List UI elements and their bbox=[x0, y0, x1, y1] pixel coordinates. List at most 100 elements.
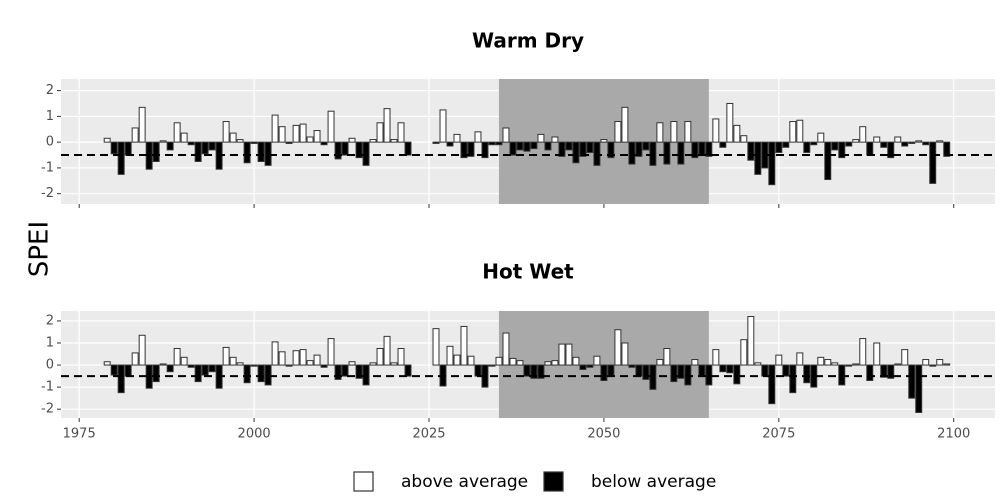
bar bbox=[670, 364, 678, 383]
legend-label: above average bbox=[401, 472, 528, 492]
bar bbox=[117, 364, 125, 394]
bar bbox=[579, 141, 587, 157]
bar bbox=[299, 123, 307, 143]
bar bbox=[313, 130, 321, 143]
bar bbox=[264, 364, 272, 386]
bar bbox=[747, 316, 755, 366]
bar bbox=[775, 141, 783, 153]
bar bbox=[523, 141, 531, 152]
bar bbox=[901, 141, 909, 147]
bar bbox=[488, 141, 496, 146]
bar bbox=[733, 124, 741, 143]
bar bbox=[551, 360, 559, 366]
bar bbox=[348, 361, 356, 366]
bar bbox=[544, 361, 552, 366]
bar bbox=[782, 141, 790, 148]
bar bbox=[201, 141, 209, 155]
bar bbox=[173, 122, 181, 143]
bar bbox=[103, 137, 111, 143]
bar bbox=[719, 364, 727, 373]
y-tick-label: 2 bbox=[46, 313, 54, 328]
x-tick-label: 2100 bbox=[937, 427, 970, 442]
bar bbox=[208, 364, 216, 373]
bar bbox=[719, 141, 727, 148]
bar bbox=[803, 141, 811, 153]
bar bbox=[180, 132, 188, 143]
bar bbox=[908, 141, 916, 144]
bar bbox=[509, 141, 517, 156]
bar bbox=[649, 141, 657, 166]
bar bbox=[117, 141, 125, 175]
bar bbox=[691, 359, 699, 366]
bar bbox=[929, 141, 937, 184]
bar bbox=[614, 329, 622, 366]
bar bbox=[824, 141, 832, 181]
bar bbox=[761, 364, 769, 377]
bar bbox=[894, 363, 902, 366]
bar bbox=[369, 362, 377, 366]
bar bbox=[943, 141, 951, 157]
y-tick-label: 1 bbox=[46, 109, 54, 124]
bar bbox=[124, 364, 132, 377]
bar bbox=[670, 121, 678, 143]
bar bbox=[145, 364, 153, 389]
bar bbox=[243, 141, 251, 164]
bar bbox=[600, 364, 608, 381]
bar bbox=[502, 127, 510, 143]
bar bbox=[285, 364, 293, 367]
bar bbox=[817, 132, 825, 143]
bar bbox=[131, 352, 139, 366]
bar bbox=[593, 141, 601, 166]
bar bbox=[327, 110, 335, 143]
y-axis-label: SPEI bbox=[25, 221, 55, 277]
bar bbox=[880, 364, 888, 378]
bar bbox=[768, 364, 776, 405]
bar bbox=[663, 141, 671, 165]
bar bbox=[376, 348, 384, 366]
bar bbox=[579, 364, 587, 370]
bar bbox=[145, 141, 153, 170]
bar bbox=[691, 141, 699, 159]
bar bbox=[390, 139, 398, 143]
bar bbox=[194, 364, 202, 383]
bar bbox=[474, 131, 482, 143]
bar bbox=[600, 139, 608, 143]
bar bbox=[754, 141, 762, 175]
bar bbox=[467, 141, 475, 157]
bar bbox=[824, 359, 832, 366]
bar bbox=[817, 356, 825, 366]
bar bbox=[684, 121, 692, 143]
bar bbox=[565, 141, 573, 151]
bar bbox=[586, 141, 594, 153]
bar bbox=[537, 133, 545, 143]
bar bbox=[390, 362, 398, 366]
bar bbox=[838, 364, 846, 386]
bar bbox=[901, 349, 909, 366]
bar bbox=[642, 364, 650, 380]
bar bbox=[663, 348, 671, 366]
bar bbox=[733, 364, 741, 385]
bar bbox=[264, 141, 272, 166]
bar bbox=[495, 356, 503, 366]
bar bbox=[796, 119, 804, 143]
bar bbox=[628, 364, 636, 368]
bar bbox=[866, 141, 874, 156]
bar bbox=[243, 364, 251, 384]
legend-swatch bbox=[543, 471, 564, 492]
bar bbox=[103, 361, 111, 366]
bar bbox=[124, 141, 132, 156]
legend-label: below average bbox=[591, 472, 716, 492]
bar bbox=[740, 339, 748, 366]
panel-title: Warm Dry bbox=[472, 29, 584, 53]
bar bbox=[873, 342, 881, 366]
bar bbox=[845, 141, 853, 147]
bar bbox=[943, 363, 951, 366]
bar bbox=[404, 141, 412, 156]
bar bbox=[404, 364, 412, 377]
bar bbox=[236, 362, 244, 366]
bar bbox=[656, 359, 664, 366]
bar bbox=[544, 141, 552, 151]
bar bbox=[621, 106, 629, 143]
bar bbox=[488, 364, 496, 367]
bar bbox=[257, 364, 265, 383]
